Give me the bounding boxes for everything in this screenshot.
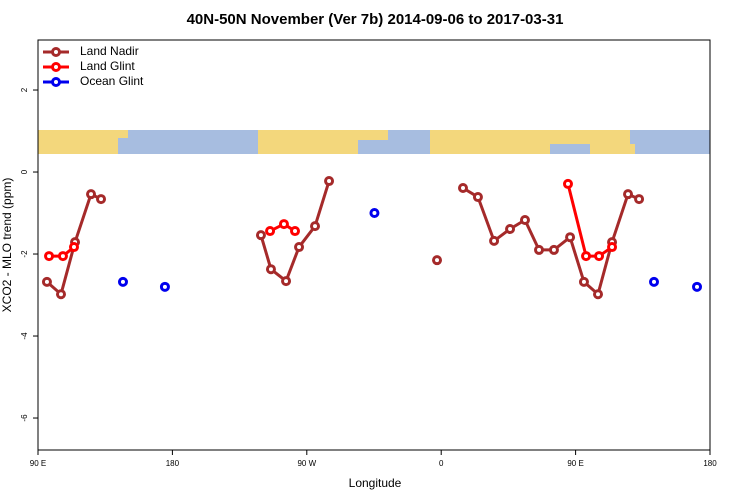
legend-marker (51, 47, 61, 57)
data-point (649, 276, 659, 287)
data-point (534, 244, 545, 255)
data-point (281, 276, 292, 287)
data-point (255, 230, 266, 241)
chart-title: 40N-50N November (Ver 7b) 2014-09-06 to … (187, 11, 564, 28)
y-tick-label: 2 (20, 87, 29, 92)
data-point (310, 221, 321, 232)
data-point (324, 176, 335, 187)
data-point (57, 251, 68, 262)
y-tick-label: 0 (20, 169, 29, 174)
data-point (294, 242, 305, 253)
legend-label: Land Nadir (80, 44, 139, 58)
data-point (519, 214, 530, 225)
x-tick-label: 180 (703, 459, 717, 468)
data-point (594, 251, 605, 262)
legend-marker (51, 77, 61, 87)
legend-label: Ocean Glint (80, 74, 144, 88)
data-point (432, 255, 443, 266)
data-point (578, 276, 589, 287)
y-tick-label: -6 (20, 414, 29, 422)
x-tick-label: 90 E (30, 459, 46, 468)
y-tick-label: -2 (20, 250, 29, 258)
x-tick-label: 180 (166, 459, 180, 468)
map-strip (38, 130, 710, 154)
data-point (369, 208, 380, 219)
legend-label: Land Glint (80, 59, 135, 73)
data-point (634, 194, 645, 205)
data-point (581, 251, 592, 262)
data-point (117, 276, 128, 287)
data-point (548, 244, 559, 255)
x-axis-label: Longitude (349, 476, 402, 490)
data-point (489, 235, 500, 246)
data-point (505, 224, 516, 235)
data-point (607, 242, 618, 253)
x-tick-label: 90 W (297, 459, 316, 468)
data-point (96, 194, 107, 205)
plot-frame (37, 39, 711, 451)
y-tick-label: -4 (20, 332, 29, 340)
x-tick-label: 0 (439, 459, 444, 468)
data-point (265, 264, 276, 275)
data-point (44, 251, 55, 262)
data-point (692, 281, 703, 292)
data-point (55, 289, 66, 300)
data-point (159, 281, 170, 292)
y-axis-label: XCO2 - MLO trend (ppm) (0, 178, 14, 313)
data-point (593, 289, 603, 300)
x-tick-label: 90 E (567, 459, 583, 468)
data-point (623, 189, 634, 200)
data-point (290, 226, 301, 237)
data-point (86, 189, 97, 200)
series-line (45, 180, 640, 297)
data-point (265, 226, 276, 237)
legend-marker (51, 62, 61, 72)
data-point (41, 276, 52, 287)
data-point (458, 183, 469, 194)
data-point (562, 178, 573, 189)
data-point (278, 219, 289, 230)
data-point (68, 242, 79, 253)
data-point (472, 192, 483, 203)
data-point (565, 232, 576, 243)
